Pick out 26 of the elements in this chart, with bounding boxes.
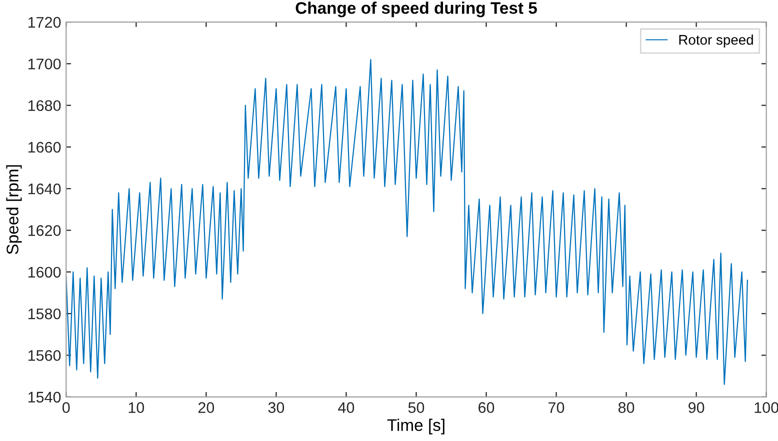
y-tick-label: 1620	[28, 225, 61, 236]
x-tick-label: 70	[548, 402, 564, 413]
x-tick-label: 30	[268, 402, 284, 413]
y-tick-label: 1600	[28, 266, 61, 278]
x-tick-label: 40	[338, 402, 354, 413]
x-tick-label: 60	[478, 402, 494, 413]
x-tick-label: 90	[688, 402, 704, 413]
y-tick-label: 1540	[28, 392, 61, 403]
y-tick-label: 1560	[28, 350, 61, 361]
y-tick-label: 1700	[28, 58, 61, 70]
y-tick-label: 1720	[28, 16, 61, 28]
x-axis-title: Time [s]	[387, 418, 444, 434]
legend-label: Rotor speed	[679, 34, 753, 48]
y-tick-label: 1680	[28, 100, 61, 112]
x-tick-label: 100	[754, 402, 778, 413]
x-tick-label: 10	[128, 402, 144, 413]
x-tick-label: 80	[618, 402, 634, 413]
y-axis-title: Speed [rpm]	[6, 165, 22, 254]
x-tick-label: 0	[62, 402, 70, 413]
y-tick-label: 1640	[28, 184, 61, 194]
line-series	[66, 58, 748, 385]
y-tick-label: 1580	[28, 308, 61, 320]
y-tick-label: 1660	[28, 142, 61, 153]
x-tick-label: 20	[198, 402, 214, 413]
x-tick-label: 50	[408, 402, 424, 413]
chart-title: Change of speed during Test 5	[296, 2, 537, 18]
